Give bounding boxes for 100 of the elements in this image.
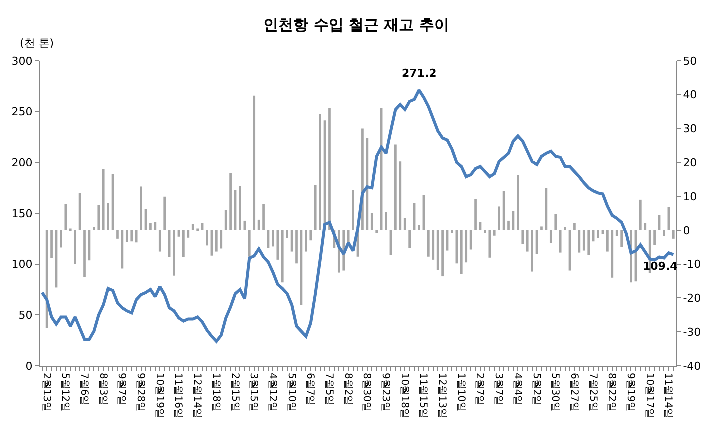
bar	[220, 230, 223, 249]
bar	[442, 230, 444, 277]
bar	[597, 230, 600, 238]
x-tick-label: 12월14일	[192, 373, 203, 418]
y2-tick-label: -20	[683, 292, 702, 306]
x-tick-label: 3월7일	[493, 373, 504, 406]
bar	[508, 220, 510, 230]
bar	[451, 230, 454, 234]
bar	[286, 230, 289, 238]
bar	[192, 224, 194, 230]
bar	[126, 230, 128, 242]
x-tick-label: 10월19일	[154, 373, 165, 418]
bar	[140, 186, 142, 230]
bar	[484, 230, 486, 234]
bar	[116, 230, 119, 239]
y2-tick-label: 50	[683, 54, 698, 68]
bar	[206, 230, 208, 246]
bar	[173, 230, 176, 276]
line-series	[40, 88, 676, 344]
bar	[554, 214, 558, 230]
bar	[517, 175, 520, 230]
x-tick-label: 6월7일	[304, 373, 316, 406]
bar	[639, 200, 642, 230]
y2-tick-label: 0	[683, 224, 690, 238]
bar	[578, 230, 581, 253]
bar	[98, 205, 100, 230]
bar	[370, 214, 374, 230]
bar	[493, 230, 496, 236]
x-tick-label: 8월2일	[342, 373, 354, 406]
bar	[135, 230, 138, 243]
bar	[522, 230, 524, 244]
x-tick-label: 5월10일	[286, 373, 297, 412]
bar	[93, 227, 96, 230]
bar	[60, 230, 62, 248]
bar	[328, 108, 331, 230]
x-tick-label: 10월18일	[398, 373, 410, 418]
bar	[215, 230, 218, 252]
annotation: 271.2	[402, 67, 437, 80]
chart-title: 인천항 수입 철근 재고 추이	[264, 16, 450, 34]
bar	[305, 230, 308, 252]
bar	[230, 173, 232, 230]
x-tick-label: 8월30일	[361, 373, 372, 412]
bar	[84, 230, 86, 278]
x-tick-label: 1월18일	[210, 373, 222, 412]
bar	[366, 138, 369, 230]
y-tick-label: 0	[26, 360, 33, 373]
x-tick-label: 7월6일	[78, 373, 90, 406]
bar	[644, 223, 647, 230]
bar	[574, 223, 576, 230]
x-tick-label: 3월15일	[248, 373, 260, 412]
bar	[50, 230, 53, 258]
x-tick-label: 12월13일	[436, 373, 448, 418]
bar	[672, 230, 675, 239]
bar	[272, 230, 274, 247]
bar	[540, 226, 543, 230]
bar	[182, 230, 185, 258]
bar	[158, 230, 162, 252]
bar	[436, 230, 440, 270]
bar	[276, 230, 280, 260]
x-tick-label: 5월12일	[60, 373, 71, 412]
x-tick-label: 11월15일	[418, 373, 429, 418]
bar	[385, 212, 388, 230]
bar	[253, 96, 256, 230]
bar	[352, 190, 354, 230]
x-tick-label: 10월17일	[644, 373, 655, 418]
bar	[310, 230, 312, 241]
bar	[404, 218, 406, 230]
x-tick-label: 4월12일	[266, 373, 278, 412]
y2-tick-label: 30	[683, 122, 698, 136]
bar	[582, 230, 586, 251]
bar	[248, 230, 251, 257]
bar	[102, 169, 105, 230]
bar	[74, 230, 77, 264]
y-tick-label: 250	[12, 106, 33, 119]
x-tick-label: 2월7일	[474, 373, 486, 406]
x-tick-label: 8월22일	[606, 373, 618, 412]
bar	[64, 204, 68, 230]
bar	[154, 222, 157, 230]
bar	[654, 230, 656, 246]
bar	[150, 223, 152, 230]
bar	[559, 230, 562, 253]
x-tick-label: 1월10일	[455, 373, 466, 412]
bar	[107, 203, 110, 230]
bar	[262, 204, 265, 230]
bar	[314, 185, 317, 230]
x-tick-label: 9월23일	[380, 373, 392, 412]
bar	[663, 230, 666, 236]
bar	[606, 230, 609, 252]
x-tick-label: 11월16일	[172, 373, 184, 418]
bar	[399, 162, 402, 230]
bar	[427, 230, 430, 257]
x-tick-label: 7월25일	[587, 373, 598, 412]
bar	[187, 230, 190, 238]
bar	[394, 144, 397, 230]
bar	[474, 199, 477, 230]
x-tick-label: 8월3일	[97, 373, 108, 406]
bar	[531, 230, 534, 272]
bar	[432, 230, 435, 260]
bar	[418, 225, 420, 230]
y2-tick-label: 20	[683, 156, 698, 170]
